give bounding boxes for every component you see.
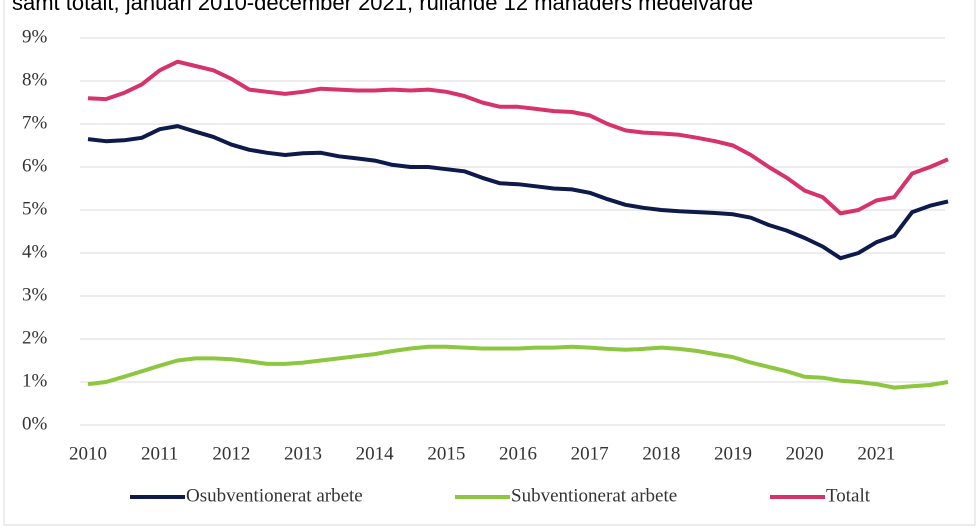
x-tick-label: 2016 (499, 443, 537, 464)
legend-label: Totalt (826, 485, 871, 506)
legend-label: Subventionerat arbete (511, 485, 677, 506)
x-tick-label: 2010 (69, 443, 107, 464)
y-tick-label: 6% (22, 155, 48, 176)
x-tick-label: 2021 (857, 443, 895, 464)
y-tick-label: 9% (22, 26, 48, 47)
y-tick-label: 5% (22, 198, 48, 219)
x-tick-label: 2015 (427, 443, 465, 464)
series-line (87, 124, 949, 261)
chart-title: samt totalt, januari 2010-december 2021,… (12, 0, 753, 15)
x-tick-label: 2020 (786, 443, 824, 464)
y-tick-label: 0% (22, 413, 48, 434)
y-tick-label: 7% (22, 112, 48, 133)
x-tick-label: 2011 (141, 443, 178, 464)
series-line (87, 344, 949, 390)
x-tick-label: 2019 (714, 443, 752, 464)
x-tick-label: 2012 (212, 443, 250, 464)
chart-frame (3, 0, 976, 526)
legend-label: Osubventionerat arbete (186, 485, 363, 506)
y-tick-label: 3% (22, 284, 48, 305)
x-tick-label: 2014 (356, 443, 395, 464)
y-tick-label: 8% (22, 69, 48, 90)
x-tick-label: 2018 (642, 443, 680, 464)
series-line (87, 59, 949, 216)
x-tick-label: 2013 (284, 443, 322, 464)
y-tick-label: 4% (22, 241, 48, 262)
y-tick-label: 1% (22, 370, 48, 391)
y-tick-label: 2% (22, 327, 48, 348)
x-tick-label: 2017 (571, 443, 609, 464)
